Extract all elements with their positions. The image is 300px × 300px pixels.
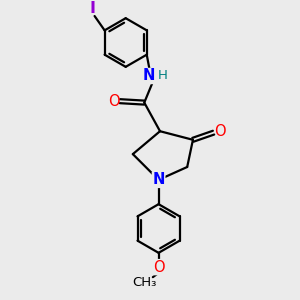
Text: H: H bbox=[158, 69, 167, 82]
Text: CH₃: CH₃ bbox=[132, 276, 157, 290]
Text: N: N bbox=[152, 172, 165, 188]
Text: I: I bbox=[90, 1, 96, 16]
Text: O: O bbox=[153, 260, 164, 274]
Text: O: O bbox=[108, 94, 119, 109]
Text: O: O bbox=[214, 124, 226, 139]
Text: N: N bbox=[143, 68, 155, 83]
